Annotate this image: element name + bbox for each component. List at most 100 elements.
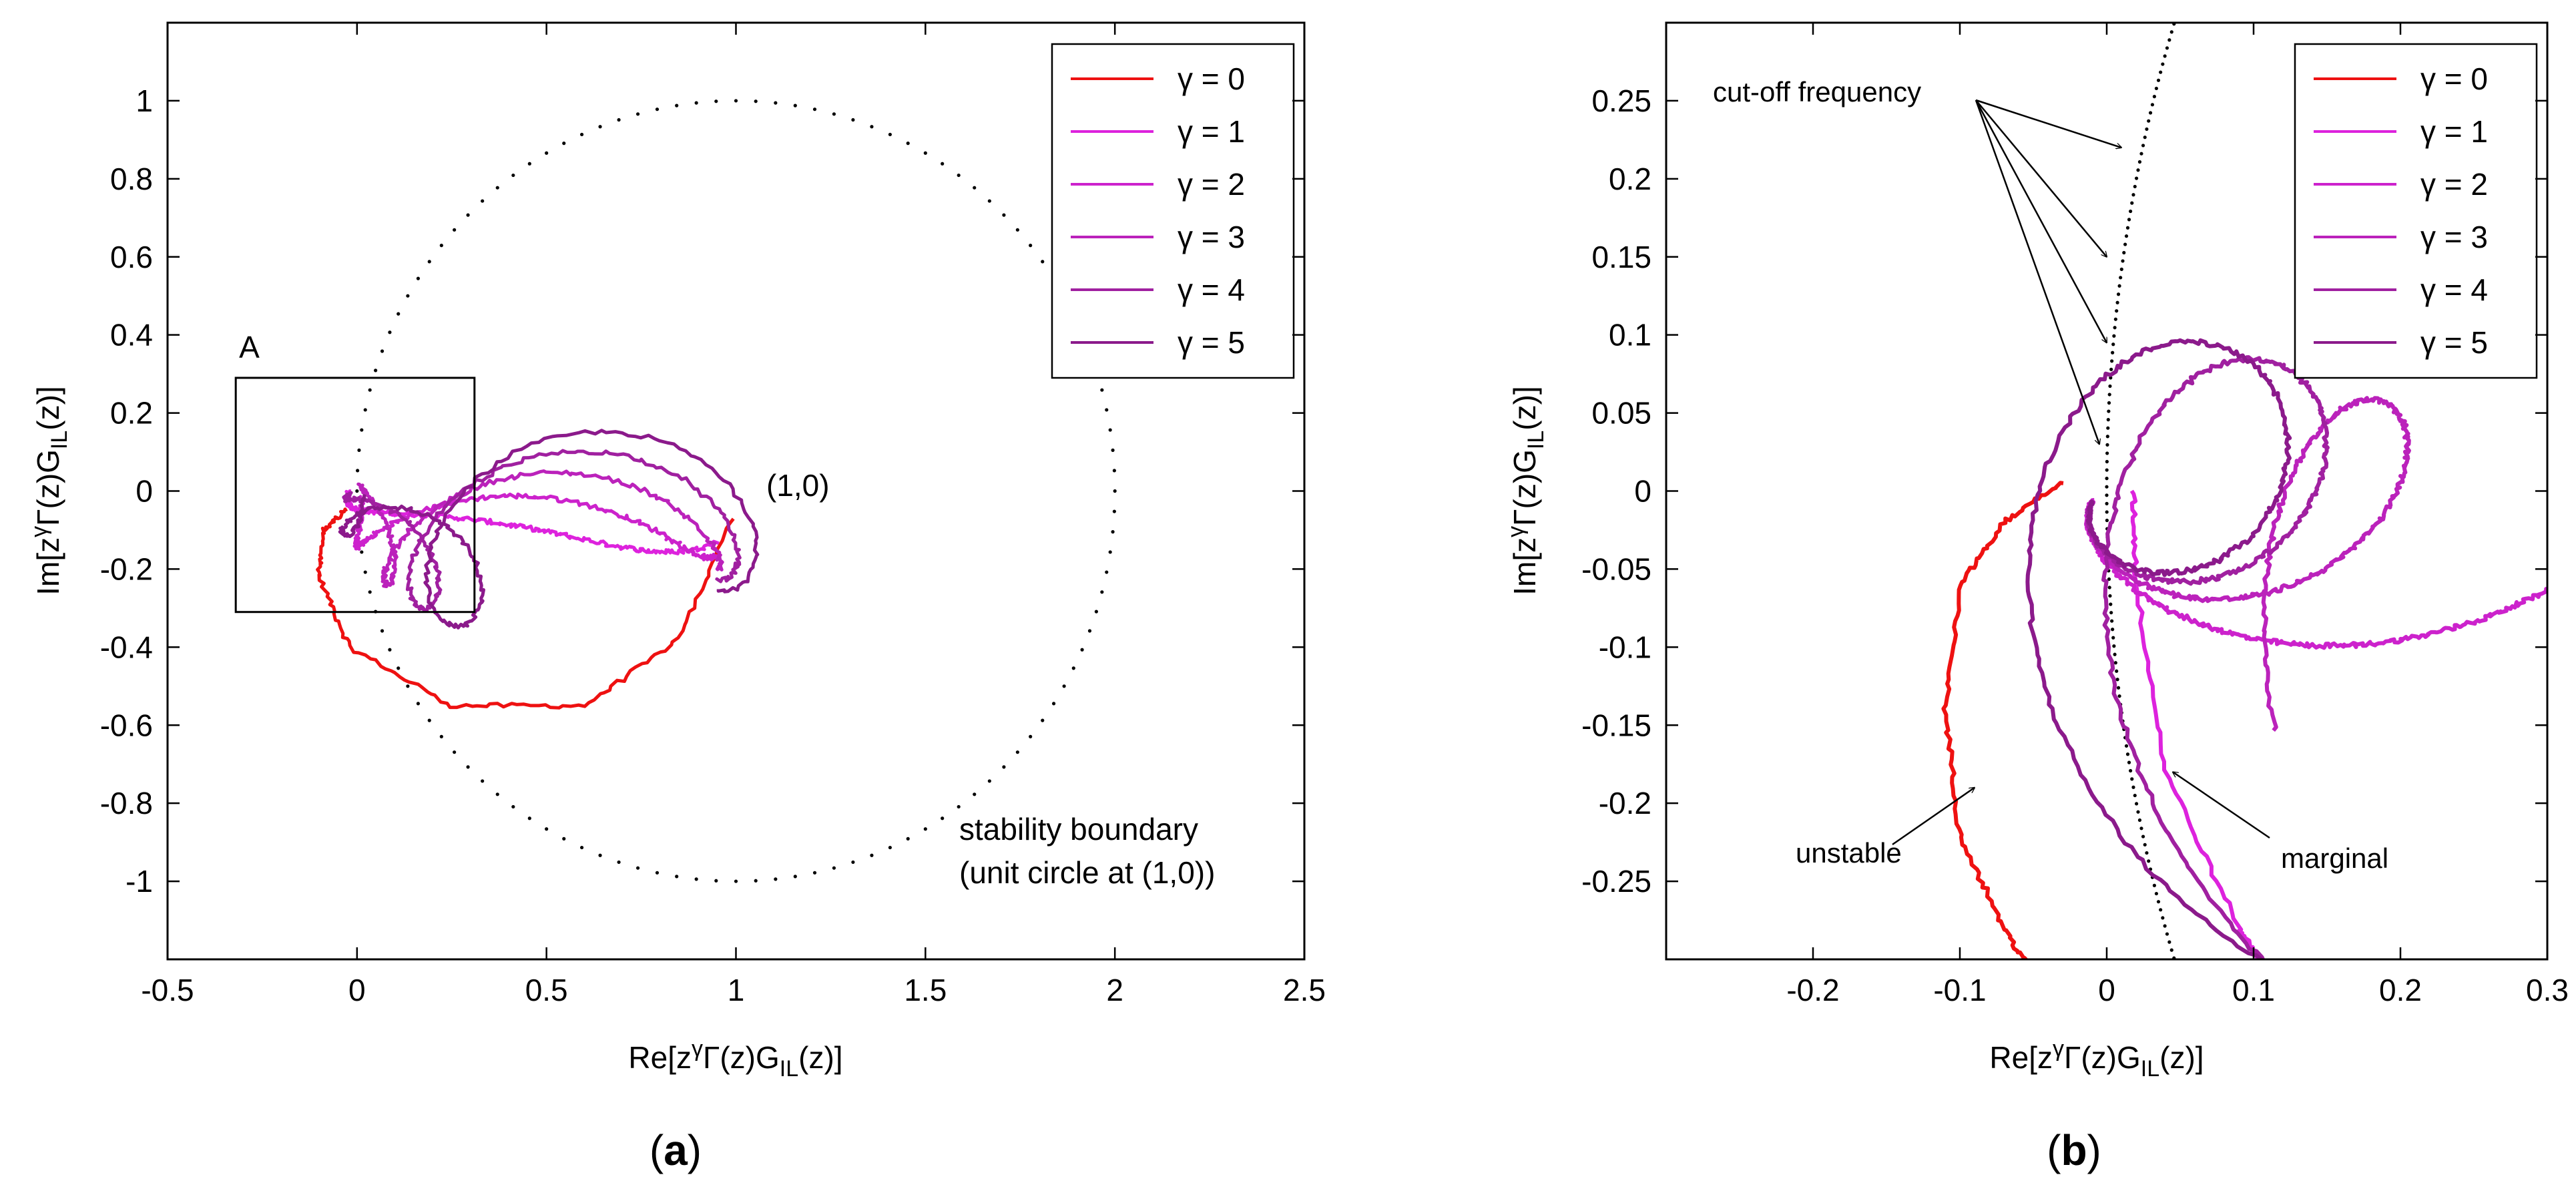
x-tick-label: -0.1 bbox=[1933, 973, 1986, 1007]
y-tick-label: -0.1 bbox=[1599, 630, 1651, 664]
panel-label-b: (b) bbox=[2047, 1126, 2101, 1174]
legend-label-gamma-3: γ = 3 bbox=[2420, 220, 2488, 254]
legend-label-gamma-1: γ = 1 bbox=[1178, 114, 1245, 149]
boundary-dot bbox=[655, 107, 660, 111]
x-tick-label: 1.5 bbox=[904, 973, 947, 1007]
x-axis-label-b: Re[zγΓ(z)GIL(z)] bbox=[1989, 1036, 2204, 1082]
boundary-dot bbox=[2105, 443, 2109, 447]
boundary-dot bbox=[2169, 948, 2173, 952]
boundary-dot bbox=[812, 107, 817, 111]
y-tick-label: 0 bbox=[136, 474, 153, 509]
boundary-dot bbox=[2124, 234, 2129, 238]
boundary-dot bbox=[2130, 777, 2134, 781]
boundary-dot bbox=[2108, 384, 2112, 389]
boundary-dot bbox=[2107, 577, 2111, 581]
boundary-dot bbox=[2143, 136, 2147, 140]
boundary-dot bbox=[527, 162, 531, 166]
x-tick-label: 0.2 bbox=[2379, 973, 2422, 1007]
y-tick-label: 1 bbox=[136, 83, 153, 118]
boundary-dot bbox=[495, 186, 499, 190]
boundary-dot bbox=[511, 173, 515, 178]
boundary-dot bbox=[2105, 451, 2109, 455]
boundary-dot bbox=[2159, 70, 2163, 74]
boundary-dot bbox=[2156, 900, 2161, 904]
boundary-dot bbox=[511, 804, 515, 809]
boundary-dot bbox=[2175, 14, 2178, 17]
x-tick-label: 0.1 bbox=[2232, 973, 2275, 1007]
annotation-arrow bbox=[2173, 772, 2270, 839]
y-tick-label: 0.6 bbox=[110, 240, 153, 274]
boundary-dot bbox=[2107, 393, 2111, 397]
boundary-dot bbox=[363, 408, 367, 412]
annotation-arrow bbox=[1975, 99, 2107, 257]
boundary-dot bbox=[2150, 103, 2155, 107]
boundary-dot bbox=[987, 199, 991, 203]
boundary-dot bbox=[1100, 388, 1104, 392]
boundary-dot bbox=[774, 877, 778, 881]
boundary-dot bbox=[2113, 326, 2117, 330]
boundary-dot bbox=[694, 101, 698, 105]
boundary-dot bbox=[1051, 702, 1056, 706]
x-tick-label: -0.5 bbox=[141, 973, 194, 1007]
y-axis-label-b: Im[zγΓ(z)GIL(z)] bbox=[1503, 386, 1549, 595]
boundary-dot bbox=[973, 186, 977, 190]
legend-label-gamma-4: γ = 4 bbox=[2420, 272, 2488, 307]
boundary-dot bbox=[453, 750, 457, 754]
boundary-dot bbox=[439, 244, 443, 248]
boundary-dot bbox=[2106, 426, 2110, 430]
boundary-dot bbox=[416, 276, 421, 280]
series-line-gamma-3 bbox=[2085, 396, 2411, 732]
boundary-dot bbox=[734, 99, 738, 103]
boundary-dot bbox=[1080, 648, 1084, 652]
boundary-dot bbox=[2108, 593, 2112, 598]
annotation-arrow bbox=[1975, 99, 2121, 148]
boundary-dot bbox=[2111, 350, 2115, 354]
boundary-dot bbox=[2105, 493, 2109, 497]
boundary-dot bbox=[2131, 785, 2135, 789]
boundary-dot bbox=[973, 792, 977, 796]
y-tick-label: 0.4 bbox=[110, 318, 153, 352]
boundary-dot bbox=[397, 312, 401, 316]
boundary-dot bbox=[1041, 260, 1045, 264]
boundary-dot bbox=[2156, 78, 2161, 82]
x-tick-label: 1 bbox=[728, 973, 745, 1007]
boundary-dot bbox=[495, 792, 499, 796]
boundary-dot bbox=[987, 779, 991, 783]
boundary-dot bbox=[2119, 276, 2123, 280]
boundary-dot bbox=[2175, 965, 2178, 968]
boundary-dot bbox=[2163, 54, 2167, 58]
series-line-gamma-1 bbox=[2129, 489, 2261, 959]
y-axis-ticks-a: 1 0.8 0.6 0.4 0.2 0 -0.2 -0.4 -0.6 -0.8 -1 bbox=[100, 83, 1304, 899]
boundary-dot bbox=[635, 112, 640, 116]
boundary-annotation-line2: (unit circle at (1,0)) bbox=[959, 855, 1215, 890]
boundary-dot bbox=[406, 294, 410, 298]
boundary-dot bbox=[2130, 201, 2134, 205]
boundary-dot bbox=[675, 875, 679, 879]
y-tick-label: -0.4 bbox=[100, 630, 153, 664]
boundary-dot bbox=[1112, 469, 1116, 473]
boundary-dot bbox=[2137, 160, 2142, 164]
boundary-dot bbox=[2134, 176, 2139, 180]
boundary-dot bbox=[368, 590, 372, 594]
boundary-dot bbox=[357, 448, 361, 452]
boundary-dot bbox=[2105, 468, 2109, 472]
boundary-dot bbox=[957, 173, 961, 178]
boundary-dot bbox=[466, 213, 470, 217]
x-tick-label: 0.5 bbox=[525, 973, 568, 1007]
boundary-dot bbox=[2109, 376, 2113, 380]
annotation-arrow bbox=[1975, 99, 2099, 444]
boundary-dot bbox=[2105, 435, 2109, 439]
boundary-annotation-line1: stability boundary bbox=[959, 812, 1198, 847]
x-tick-label: 2.5 bbox=[1283, 973, 1326, 1007]
boundary-dot bbox=[2117, 284, 2121, 288]
boundary-dot bbox=[675, 103, 679, 107]
legend-a: γ = 0 γ = 1 γ = 2 γ = 3 γ = 4 γ = 5 bbox=[1051, 43, 1295, 379]
y-tick-label: -0.2 bbox=[100, 551, 153, 586]
point-label: (1,0) bbox=[766, 468, 830, 503]
boundary-dot bbox=[2113, 317, 2117, 321]
boundary-dot bbox=[774, 101, 778, 105]
boundary-dot bbox=[2145, 127, 2149, 132]
boundary-dot bbox=[2141, 834, 2145, 839]
boundary-dot bbox=[2143, 843, 2147, 847]
